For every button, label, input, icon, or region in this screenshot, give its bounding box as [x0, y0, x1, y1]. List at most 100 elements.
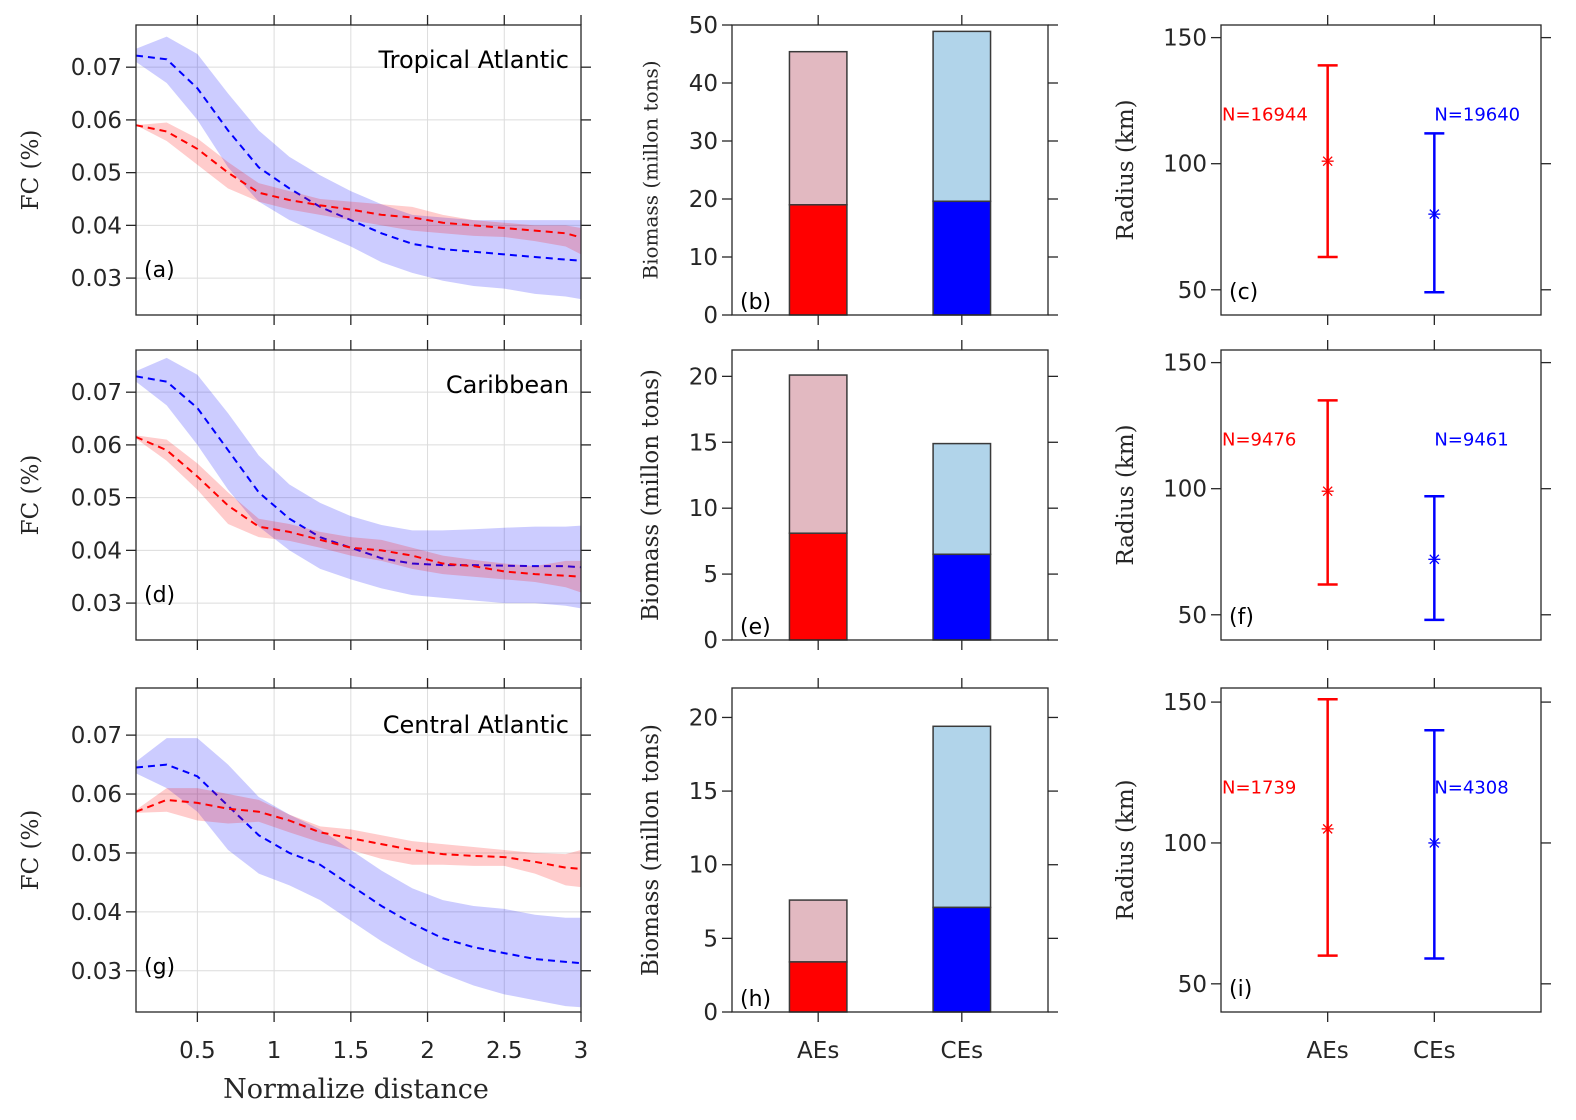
panel-label: (e) [740, 615, 771, 640]
panel-label: (i) [1229, 977, 1252, 1002]
asterisk-stroke [1322, 486, 1333, 497]
panel-label: (d) [144, 583, 175, 608]
y-tick-label: 15 [689, 430, 718, 456]
y-tick-label: 0.03 [71, 266, 122, 292]
y-tick-label: 50 [1178, 972, 1207, 998]
y-tick-label: 0.06 [71, 433, 122, 459]
panel-label: (b) [740, 290, 771, 315]
sample-size-label: N=16944 [1222, 104, 1308, 125]
x-tick-label: 1.5 [333, 1038, 370, 1064]
y-tick-label: 0.04 [71, 538, 122, 564]
y-tick-label: 5 [703, 926, 718, 952]
y-axis-label: Radius (km) [1113, 424, 1139, 565]
x-tick-label: 0.5 [179, 1038, 216, 1064]
panel-f: N=9476 N=9461 50 100 150 Radius (km) (f) [1113, 340, 1551, 650]
y-axis-label: FC (%) [18, 130, 44, 211]
mean-asterisk-marker [1321, 485, 1334, 498]
y-tick-label: 10 [689, 245, 718, 271]
y-tick-label: 0.04 [71, 900, 122, 926]
sample-size-label: N=1739 [1222, 778, 1296, 799]
y-tick-label: 50 [689, 13, 718, 39]
panel-g: 0.03 0.04 0.05 0.06 0.07 0.5 1 1.5 2 2.5 3 FC (%) (g… [18, 678, 591, 1064]
x-tick-label: 3 [574, 1038, 589, 1064]
y-tick-label: 0.03 [71, 959, 122, 985]
y-tick-label: 100 [1163, 831, 1207, 857]
confidence-band-series-1 [136, 788, 581, 888]
asterisk-stroke [1322, 823, 1333, 834]
y-tick-label: 0.05 [71, 161, 122, 187]
panel-h: 0 5 10 15 20 AEs CEs Biomass (millon tons) (h) [638, 678, 1058, 1064]
y-tick-label: 30 [689, 129, 718, 155]
bar-upper-segment [932, 442, 992, 556]
panel-label: (f) [1229, 605, 1254, 630]
y-tick-label: 0.06 [71, 108, 122, 134]
y-tick-label: 0.07 [71, 55, 122, 81]
y-axis-label: Biomass (millon tons) [639, 60, 663, 279]
y-tick-label: 15 [689, 779, 718, 805]
bar-upper-segment [932, 30, 992, 203]
sample-size-label: N=9461 [1434, 429, 1508, 450]
mean-line-series-0 [135, 54, 582, 262]
x-tick-label: 1 [267, 1038, 282, 1064]
bar-lower-segment [932, 906, 992, 1013]
axes-box [731, 349, 1049, 641]
y-tick-label: 0.04 [71, 213, 122, 239]
y-tick-label: 40 [689, 71, 718, 97]
asterisk-stroke [1429, 209, 1440, 220]
y-tick-label: 100 [1163, 477, 1207, 503]
x-tick-label: AEs [1307, 1038, 1349, 1064]
y-tick-label: 0 [703, 1000, 718, 1026]
bar-lower-segment [788, 204, 848, 316]
x-tick-label: CEs [941, 1038, 984, 1064]
y-tick-label: 0 [703, 303, 718, 329]
y-tick-label: 20 [689, 187, 718, 213]
y-tick-label: 150 [1163, 690, 1207, 716]
confidence-band-series-0 [136, 36, 581, 300]
mean-asterisk-marker [1428, 836, 1441, 849]
y-axis-label: Biomass (millon tons) [638, 369, 664, 621]
sample-size-label: N=9476 [1222, 429, 1296, 450]
y-tick-label: 0.05 [71, 486, 122, 512]
y-axis-label: FC (%) [18, 810, 44, 891]
panel-i: N=1739 N=4308 50 100 150 AEs CEs Radius (km) (i) [1113, 678, 1551, 1064]
region-title: Tropical Atlantic [377, 46, 569, 74]
x-tick-label: AEs [797, 1038, 839, 1064]
y-tick-label: 0.05 [71, 841, 122, 867]
panel-e: 0 5 10 15 20 Biomass (millon tons) (e) [638, 340, 1058, 654]
axes-box [1220, 349, 1542, 641]
y-tick-label: 0.06 [71, 782, 122, 808]
sample-size-label: N=19640 [1434, 104, 1520, 125]
y-tick-label: 50 [1178, 278, 1207, 304]
panel-a: 0.03 0.04 0.05 0.06 0.07 FC (%) (a) Tropical At… [18, 15, 591, 325]
panel-label: (g) [144, 955, 175, 980]
axes-box [1220, 687, 1542, 1013]
bar-upper-segment [932, 725, 992, 909]
y-tick-label: 0.07 [71, 380, 122, 406]
panel-d: 0.03 0.04 0.05 0.06 0.07 FC (%) (d) Caribbean [18, 340, 591, 650]
y-tick-label: 5 [703, 562, 718, 588]
y-tick-label: 0.03 [71, 591, 122, 617]
mean-asterisk-marker [1321, 155, 1334, 168]
x-axis-label: Normalize distance [223, 1074, 489, 1105]
y-tick-label: 0.07 [71, 723, 122, 749]
confidence-band-series-1 [136, 122, 581, 255]
axes-box [1220, 24, 1542, 316]
y-tick-label: 150 [1163, 351, 1207, 377]
panel-label: (c) [1229, 280, 1258, 305]
mean-asterisk-marker [1321, 822, 1334, 835]
panel-c: N=16944 N=19640 50 100 150 Radius (km) (c) [1113, 15, 1551, 325]
asterisk-stroke [1429, 837, 1440, 848]
bar-upper-segment [788, 50, 848, 206]
y-axis-label: Radius (km) [1113, 99, 1139, 240]
sample-size-label: N=4308 [1434, 778, 1508, 799]
x-tick-label: 2.5 [486, 1038, 523, 1064]
asterisk-stroke [1322, 156, 1333, 167]
y-tick-label: 10 [689, 853, 718, 879]
asterisk-stroke [1429, 554, 1440, 565]
confidence-band-series-0 [136, 738, 581, 1008]
mean-line-series-1 [135, 124, 582, 239]
bar-upper-segment [788, 374, 848, 534]
y-axis-label: FC (%) [18, 455, 44, 536]
panel-label: (a) [144, 258, 175, 283]
